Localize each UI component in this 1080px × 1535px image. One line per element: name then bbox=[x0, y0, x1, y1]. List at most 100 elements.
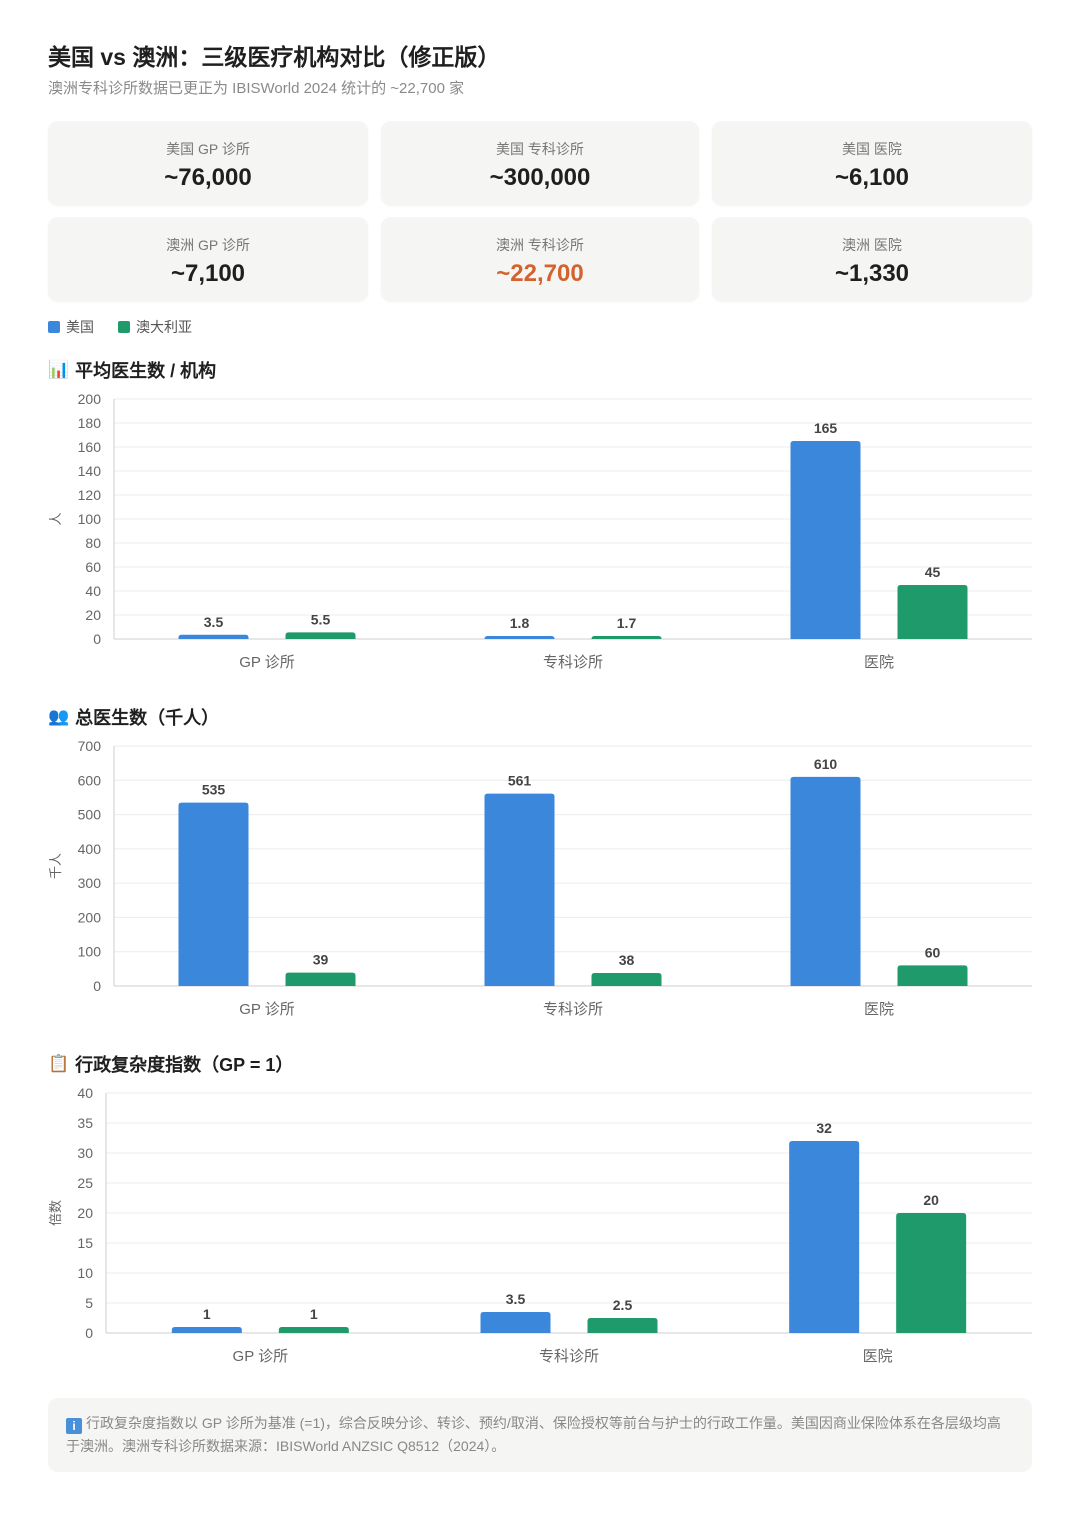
data-label: 535 bbox=[202, 782, 226, 798]
bar-au-2[interactable] bbox=[897, 585, 968, 639]
data-label: 45 bbox=[925, 564, 941, 580]
bar-au-0[interactable] bbox=[285, 972, 356, 986]
bar-au-1[interactable] bbox=[587, 1318, 658, 1333]
stat-card-label: 澳洲 专科诊所 bbox=[496, 237, 584, 253]
y-tick-label: 5 bbox=[85, 1295, 93, 1311]
bar-chart-icon: 📊 bbox=[48, 360, 70, 379]
y-axis-label: 人 bbox=[48, 512, 63, 525]
chart-admin-index: 0 5 10 15 20 25 30 35 40 倍数 1 1 GP 诊所 3.5 2.5 专科诊所 32 20 医… bbox=[48, 1085, 1032, 1365]
bar-au-0[interactable] bbox=[278, 1327, 349, 1333]
stat-card-au-hospital: 澳洲 医院 ~1,330 bbox=[712, 217, 1032, 301]
y-tick-label: 120 bbox=[78, 487, 102, 503]
y-tick-label: 400 bbox=[78, 841, 102, 857]
data-label: 165 bbox=[814, 420, 838, 436]
y-tick-label: 700 bbox=[78, 738, 102, 754]
bar-us-0[interactable] bbox=[178, 802, 249, 986]
bar-au-2[interactable] bbox=[897, 965, 968, 986]
bar-au-1[interactable] bbox=[591, 636, 662, 639]
stat-card-value-highlight: ~22,700 bbox=[496, 260, 584, 287]
bar-us-1[interactable] bbox=[484, 636, 555, 639]
data-label: 1.8 bbox=[510, 615, 530, 631]
chart-total-doctors: 0 100 200 300 400 500 600 700 千人 535 39 GP 诊所 561 38 专… bbox=[48, 738, 1032, 1018]
y-tick-label: 40 bbox=[77, 1085, 93, 1101]
legend-item-au[interactable]: 澳大利亚 bbox=[118, 317, 192, 337]
y-tick-label: 20 bbox=[85, 607, 101, 623]
section-title-text: 平均医生数 / 机构 bbox=[75, 361, 217, 381]
bar-us-1[interactable] bbox=[480, 1312, 551, 1333]
legend-item-us[interactable]: 美国 bbox=[48, 317, 94, 337]
data-label: 1.7 bbox=[617, 615, 637, 631]
y-tick-label: 25 bbox=[77, 1175, 93, 1191]
people-icon: 👥 bbox=[48, 707, 70, 726]
bar-au-0[interactable] bbox=[285, 632, 356, 639]
y-tick-label: 35 bbox=[77, 1115, 93, 1131]
clipboard-icon: 📋 bbox=[48, 1054, 70, 1073]
stat-card-label: 美国 GP 诊所 bbox=[166, 141, 250, 157]
footnote-text: 行政复杂度指数以 GP 诊所为基准 (=1)，综合反映分诊、转诊、预约/取消、保… bbox=[66, 1415, 1001, 1454]
x-category-label: 医院 bbox=[863, 1347, 893, 1365]
y-tick-label: 40 bbox=[85, 583, 101, 599]
bar-us-0[interactable] bbox=[171, 1327, 242, 1333]
data-label: 39 bbox=[313, 952, 329, 968]
y-tick-label: 20 bbox=[77, 1205, 93, 1221]
legend-swatch-au bbox=[118, 321, 130, 333]
x-category-label: GP 诊所 bbox=[239, 654, 295, 671]
data-label: 561 bbox=[508, 773, 532, 789]
bar-au-2[interactable] bbox=[896, 1213, 967, 1333]
stat-card-label: 澳洲 医院 bbox=[842, 237, 902, 253]
bar-au-1[interactable] bbox=[591, 972, 662, 986]
bar-us-0[interactable] bbox=[178, 634, 249, 639]
legend-label-us: 美国 bbox=[66, 319, 94, 335]
section-title-admin-index: 📋 行政复杂度指数（GP = 1） bbox=[48, 1051, 293, 1077]
section-title-text: 总医生数（千人） bbox=[75, 708, 220, 728]
y-tick-label: 0 bbox=[85, 1325, 93, 1341]
stat-card-us-gp: 美国 GP 诊所 ~76,000 bbox=[48, 121, 368, 205]
bar-us-1[interactable] bbox=[484, 793, 555, 986]
y-tick-label: 0 bbox=[93, 631, 101, 647]
x-category-label: 医院 bbox=[864, 1000, 894, 1018]
stat-card-value: ~7,100 bbox=[170, 260, 246, 287]
y-tick-label: 140 bbox=[78, 463, 102, 479]
data-label: 2.5 bbox=[613, 1297, 633, 1313]
legend-label-au: 澳大利亚 bbox=[136, 319, 192, 335]
legend-swatch-us bbox=[48, 321, 60, 333]
bar-us-2[interactable] bbox=[790, 441, 861, 639]
bar-us-2[interactable] bbox=[790, 776, 861, 986]
data-label: 32 bbox=[816, 1120, 832, 1136]
section-title-total-doctors: 👥 总医生数（千人） bbox=[48, 704, 219, 730]
data-label: 3.5 bbox=[204, 614, 224, 630]
stat-card-label: 美国 医院 bbox=[842, 141, 902, 157]
bar-us-2[interactable] bbox=[789, 1141, 860, 1333]
data-label: 610 bbox=[814, 756, 838, 772]
y-tick-label: 600 bbox=[78, 772, 102, 788]
y-tick-label: 30 bbox=[77, 1145, 93, 1161]
stat-card-au-specialist: 澳洲 专科诊所 ~22,700 bbox=[381, 217, 699, 301]
chart-avg-doctors: 0 20 40 60 80 100 120 140 160 180 200 人 3.5 5.5 GP 诊所 1… bbox=[48, 391, 1032, 671]
footnote: i 行政复杂度指数以 GP 诊所为基准 (=1)，综合反映分诊、转诊、预约/取消、… bbox=[48, 1398, 1032, 1472]
data-label: 20 bbox=[923, 1192, 939, 1208]
y-tick-label: 200 bbox=[78, 909, 102, 925]
x-category-label: 医院 bbox=[864, 653, 894, 671]
y-tick-label: 180 bbox=[78, 415, 102, 431]
stat-card-label: 澳洲 GP 诊所 bbox=[166, 237, 250, 253]
info-icon: i bbox=[66, 1418, 82, 1434]
page-title: 美国 vs 澳洲：三级医疗机构对比（修正版） bbox=[48, 44, 501, 70]
data-label: 1 bbox=[203, 1306, 211, 1322]
stat-card-value: ~76,000 bbox=[164, 164, 252, 191]
chart-legend: 美国 澳大利亚 bbox=[48, 317, 192, 337]
stat-card-value: ~300,000 bbox=[489, 164, 591, 191]
stat-card-us-hospital: 美国 医院 ~6,100 bbox=[712, 121, 1032, 205]
y-tick-label: 15 bbox=[77, 1235, 93, 1251]
section-title-avg-doctors: 📊 平均医生数 / 机构 bbox=[48, 357, 216, 383]
page-subtitle: 澳洲专科诊所数据已更正为 IBISWorld 2024 统计的 ~22,700 … bbox=[48, 80, 465, 97]
y-axis-label: 倍数 bbox=[48, 1200, 63, 1226]
y-tick-label: 100 bbox=[78, 944, 102, 960]
y-tick-label: 500 bbox=[78, 807, 102, 823]
y-tick-label: 160 bbox=[78, 439, 102, 455]
data-label: 60 bbox=[925, 944, 941, 960]
y-tick-label: 100 bbox=[78, 511, 102, 527]
stat-card-label: 美国 专科诊所 bbox=[496, 141, 584, 157]
section-title-text: 行政复杂度指数（GP = 1） bbox=[75, 1055, 294, 1075]
y-tick-label: 80 bbox=[85, 535, 101, 551]
data-label: 38 bbox=[619, 952, 635, 968]
